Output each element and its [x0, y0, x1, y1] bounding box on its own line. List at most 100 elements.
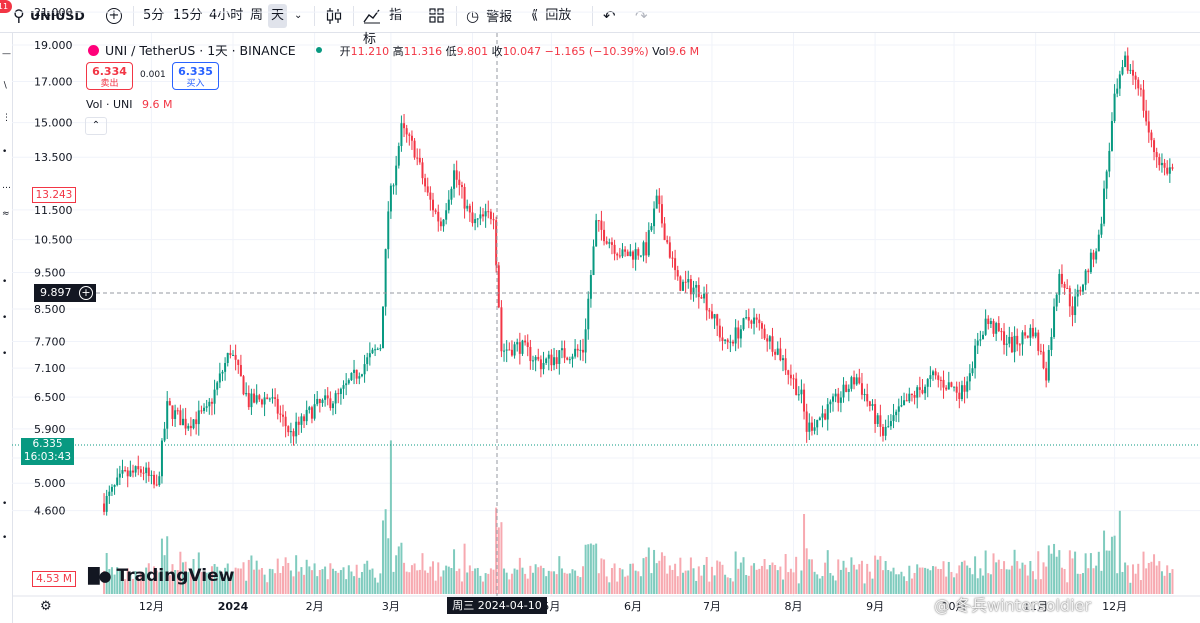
drawing-tool-icon[interactable]: •	[2, 349, 8, 359]
candle-body	[742, 318, 745, 330]
drawing-tool-icon[interactable]: •	[2, 147, 8, 157]
volume-bar	[184, 561, 187, 594]
volume-bar	[1153, 554, 1156, 594]
volume-bar	[871, 578, 874, 594]
candle-body	[287, 426, 290, 433]
tradingview-wordmark: TradingView	[116, 566, 235, 586]
interval-dropdown-chevron-icon[interactable]: ⌄	[294, 10, 303, 21]
candle-body	[1039, 350, 1042, 352]
undo-icon[interactable]: ↶	[603, 7, 616, 25]
candle-body	[779, 348, 782, 361]
vol-label: Vol	[652, 45, 669, 58]
volume-bar	[613, 563, 616, 594]
volume-bar	[721, 564, 724, 594]
candle-body	[584, 329, 587, 353]
drawing-tool-icon[interactable]: ∖	[2, 81, 8, 91]
volume-bar	[158, 572, 161, 594]
open-value: 11.210	[350, 45, 390, 58]
candle-body	[134, 466, 137, 473]
candle-body	[108, 491, 111, 496]
volume-bar	[913, 572, 916, 594]
volume-bar	[889, 571, 892, 594]
candle-body	[563, 348, 566, 358]
volume-bar	[868, 571, 871, 594]
drawing-tool-icon[interactable]: ⋮	[2, 113, 11, 123]
candle-body	[524, 340, 527, 343]
candle-body	[1016, 335, 1019, 345]
volume-bar	[437, 562, 440, 594]
search-icon[interactable]: ⚲	[13, 6, 25, 25]
candle-body	[1026, 335, 1029, 338]
candle-body	[1047, 349, 1050, 381]
drawing-tool-icon[interactable]: •	[2, 499, 8, 509]
volume-bar	[303, 574, 306, 594]
sell-button[interactable]: 6.334 卖出	[86, 62, 133, 90]
volume-bar	[847, 572, 850, 594]
volume-bar	[653, 549, 656, 594]
buy-button[interactable]: 6.335 买入	[172, 62, 219, 90]
volume-bar	[455, 571, 458, 594]
price-tick-label: 15.000	[34, 117, 73, 130]
redo-icon[interactable]: ↷	[635, 7, 648, 25]
tradingview-logo[interactable]: █● TradingView	[88, 566, 234, 586]
alert-button[interactable]: ◷ 警报	[466, 4, 518, 28]
volume-bar	[1021, 562, 1024, 594]
candle-body	[224, 363, 227, 372]
candle-body	[400, 123, 403, 147]
candle-body	[879, 415, 882, 427]
volume-bar	[226, 563, 229, 594]
candle-body	[305, 409, 308, 422]
chart-type-button[interactable]	[324, 4, 344, 28]
volume-bar	[300, 567, 303, 594]
volume-bar	[639, 576, 642, 594]
volume-bar	[171, 564, 174, 594]
add-alert-plus-icon[interactable]: +	[79, 286, 93, 300]
volume-bar	[468, 565, 471, 594]
time-tick-label: 2024	[218, 600, 249, 613]
notification-badge[interactable]: 11	[0, 0, 12, 13]
collapse-legend-button[interactable]: ⌃	[85, 117, 107, 135]
candle-body	[668, 242, 671, 258]
candle-body	[1153, 140, 1156, 153]
volume-bar	[1060, 567, 1063, 594]
drawing-toolbar: — ∖ ⋮ • … ≈ • • • • •	[0, 33, 13, 623]
candle-body	[618, 255, 621, 257]
candle-body	[750, 320, 753, 324]
candle-body	[160, 440, 163, 477]
volume-bar	[989, 574, 992, 594]
settings-gear-icon[interactable]: ⚙	[40, 599, 52, 614]
candle-body	[737, 327, 740, 339]
volume-bar	[929, 570, 932, 594]
price-tick-label: 17.000	[34, 76, 73, 89]
candle-body	[608, 242, 611, 244]
drawing-tool-icon[interactable]: ≈	[2, 209, 10, 219]
drawing-tool-icon[interactable]: •	[2, 313, 8, 323]
volume-bar	[666, 573, 669, 594]
candle-body	[353, 369, 356, 373]
volume-bar	[376, 582, 379, 594]
add-symbol-button[interactable]: +	[104, 4, 124, 28]
candle-body	[166, 401, 169, 429]
candle-body	[832, 396, 834, 402]
symbol-description[interactable]: UNI / TetherUS · 1天 · BINANCE	[104, 43, 296, 58]
candle-body	[895, 411, 898, 416]
volume-bar	[858, 564, 861, 594]
volume-bar	[576, 575, 579, 594]
drawing-tool-icon[interactable]: •	[2, 277, 8, 287]
volume-indicator-legend[interactable]: Vol · UNI 9.6 M	[86, 98, 172, 111]
volume-bar	[879, 556, 882, 594]
layout-grid-button[interactable]	[426, 4, 446, 28]
candle-body	[163, 428, 166, 441]
volume-bar	[266, 582, 269, 594]
volume-bar	[1110, 536, 1113, 594]
drawing-tool-icon[interactable]: …	[2, 181, 11, 191]
volume-bar	[582, 566, 584, 594]
volume-bar	[658, 560, 661, 594]
drawing-tool-icon[interactable]: •	[2, 533, 8, 543]
volume-bar	[192, 559, 195, 594]
volume-bar	[326, 579, 329, 594]
candle-body	[421, 162, 424, 179]
candle-body	[745, 317, 748, 319]
drawing-tool-icon[interactable]: —	[2, 49, 11, 59]
